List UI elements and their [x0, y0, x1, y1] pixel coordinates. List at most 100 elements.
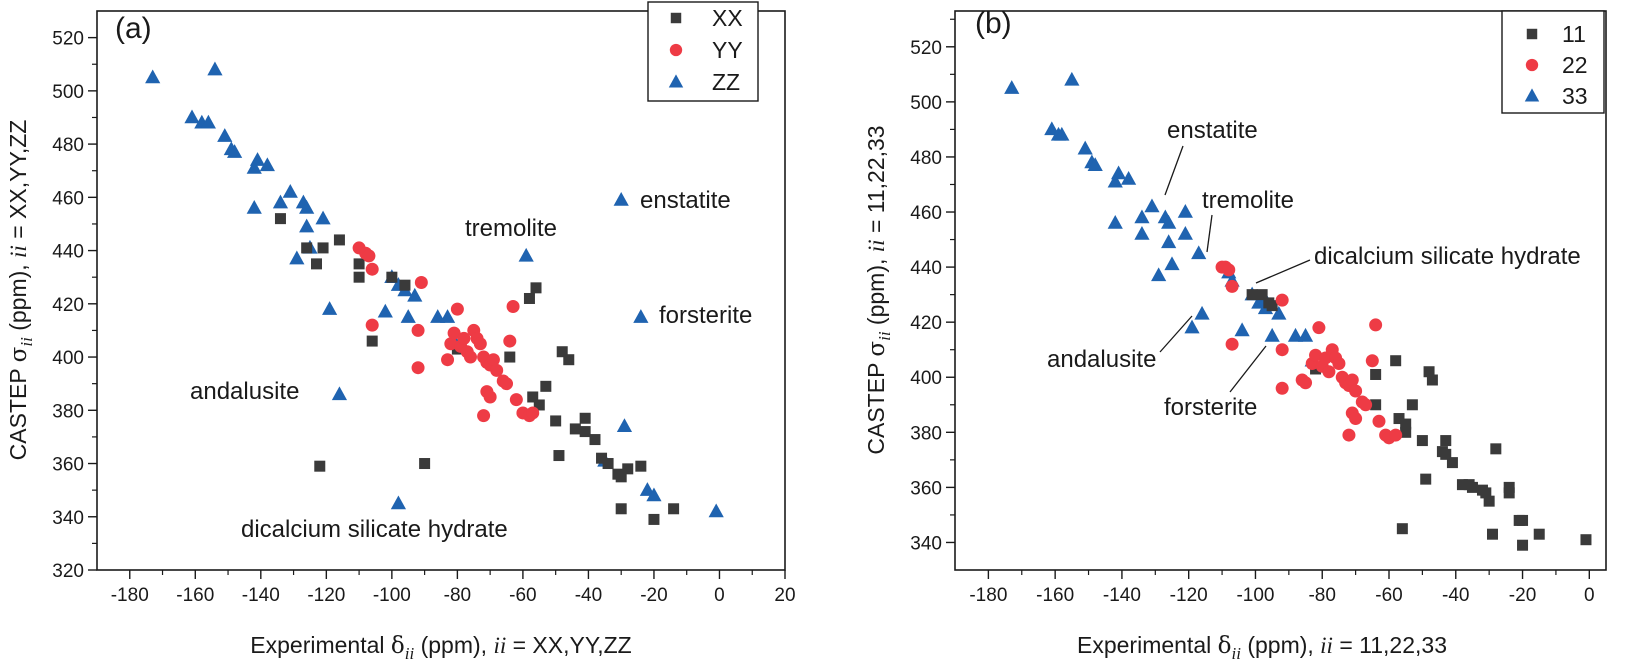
x-tick-label: -160 — [176, 585, 214, 606]
data-point-22 — [1222, 263, 1236, 277]
data-point-11 — [1466, 481, 1478, 493]
y-tick-label: 440 — [52, 242, 84, 263]
y-tick-label: 320 — [52, 561, 84, 582]
panel-a: -180 -160 -140 -120 -100 -80 -60 -40 -20 0 20 320 34… — [5, 1, 796, 663]
data-point-xx — [533, 399, 545, 411]
data-point-22 — [1349, 384, 1363, 398]
data-point-11 — [1246, 289, 1258, 301]
data-marks-b — [1004, 71, 1592, 551]
data-point-zz — [518, 247, 534, 262]
data-point-zz — [184, 109, 200, 124]
x-tick-label: -40 — [575, 585, 602, 606]
y-tick-label: 360 — [910, 478, 942, 499]
data-point-zz — [613, 191, 629, 206]
data-point-11 — [1490, 443, 1502, 455]
data-point-xx — [311, 258, 323, 270]
legend-label-11: 11 — [1562, 21, 1586, 47]
y-tick-label: 340 — [52, 508, 84, 529]
data-point-zz — [200, 114, 216, 129]
data-point-zz — [315, 210, 331, 225]
data-point-33 — [1264, 327, 1280, 342]
x-tick-label: -180 — [969, 585, 1007, 606]
data-point-yy — [365, 262, 379, 276]
legend-marker-zz — [668, 74, 684, 88]
data-point-33 — [1134, 226, 1150, 240]
data-point-zz — [207, 61, 223, 76]
legend-label-yy: YY — [712, 37, 743, 63]
legend-label-22: 22 — [1562, 52, 1588, 78]
data-point-33 — [1077, 140, 1093, 155]
legend-marker-yy — [669, 43, 683, 57]
y-tick-label: 460 — [910, 203, 942, 224]
leader-forsterite — [1229, 345, 1267, 393]
data-point-33 — [1044, 121, 1060, 136]
annotation-enstatite-a: enstatite — [640, 187, 731, 214]
leader-andalusite — [1159, 315, 1193, 353]
data-point-zz — [246, 160, 262, 174]
data-point-xx — [668, 503, 680, 515]
data-point-11 — [1400, 426, 1412, 438]
y-tick-label: 400 — [910, 368, 942, 389]
data-point-xx — [556, 346, 568, 358]
data-point-22 — [1345, 373, 1359, 387]
data-point-22 — [1225, 279, 1239, 293]
data-point-xx — [553, 450, 565, 462]
x-tick-label: -160 — [1036, 585, 1074, 606]
data-point-33 — [1134, 209, 1150, 224]
data-point-xx — [527, 391, 539, 403]
data-point-11 — [1370, 399, 1382, 411]
data-point-22 — [1322, 365, 1336, 379]
data-point-33 — [1151, 267, 1167, 282]
data-point-yy — [450, 302, 464, 316]
x-tick-label: -120 — [307, 585, 345, 606]
data-point-yy — [441, 353, 455, 367]
data-point-yy — [457, 331, 471, 345]
data-point-zz — [633, 309, 649, 323]
data-point-xx — [523, 292, 535, 304]
data-point-yy — [447, 326, 461, 340]
data-point-zz — [249, 152, 266, 166]
data-point-yy — [411, 323, 425, 337]
data-point-zz — [299, 218, 315, 233]
plot-frame-b — [954, 10, 1607, 571]
data-point-22 — [1299, 376, 1313, 390]
x-tick-label: -180 — [111, 585, 149, 606]
leader-tremolite — [1206, 214, 1213, 253]
y-tick-label: 460 — [52, 188, 84, 209]
data-point-33 — [1087, 157, 1103, 171]
annotation-tremolite-a: tremolite — [465, 215, 557, 242]
data-point-33 — [1287, 327, 1304, 342]
x-tick-label: -20 — [1509, 585, 1536, 606]
data-point-xx — [622, 463, 634, 475]
x-tick-label: 0 — [714, 585, 725, 606]
data-point-yy — [506, 299, 520, 313]
data-point-zz — [430, 309, 446, 323]
data-point-xx — [366, 335, 378, 347]
data-point-yy — [444, 337, 458, 351]
x-tick-label: -100 — [373, 585, 411, 606]
data-point-33 — [1297, 327, 1314, 342]
data-point-zz — [217, 128, 233, 142]
data-point-zz — [377, 303, 393, 318]
data-point-33 — [1177, 226, 1193, 240]
legend-a: XX YY ZZ — [647, 1, 759, 102]
data-point-zz — [616, 418, 633, 433]
data-point-33 — [1194, 305, 1210, 320]
data-point-11 — [1513, 514, 1525, 526]
data-point-zz — [390, 495, 407, 510]
data-point-22 — [1342, 428, 1356, 442]
data-point-yy — [483, 390, 497, 404]
data-point-yy — [362, 249, 376, 263]
data-point-zz — [145, 69, 161, 84]
data-point-xx — [563, 354, 575, 366]
data-point-33 — [1161, 234, 1177, 249]
y-tick-label: 420 — [910, 313, 942, 334]
y-tick-label: 340 — [910, 533, 942, 554]
data-point-11 — [1486, 528, 1498, 540]
leader-enstatite — [1164, 145, 1184, 196]
data-point-33 — [1004, 80, 1020, 94]
panel-label-a: (a) — [115, 12, 152, 45]
y-tick-label: 520 — [910, 38, 942, 59]
axis-ticks-a: -180 -160 -140 -120 -100 -80 -60 -40 -20 0 20 320 34… — [52, 29, 795, 606]
data-point-11 — [1480, 487, 1492, 499]
